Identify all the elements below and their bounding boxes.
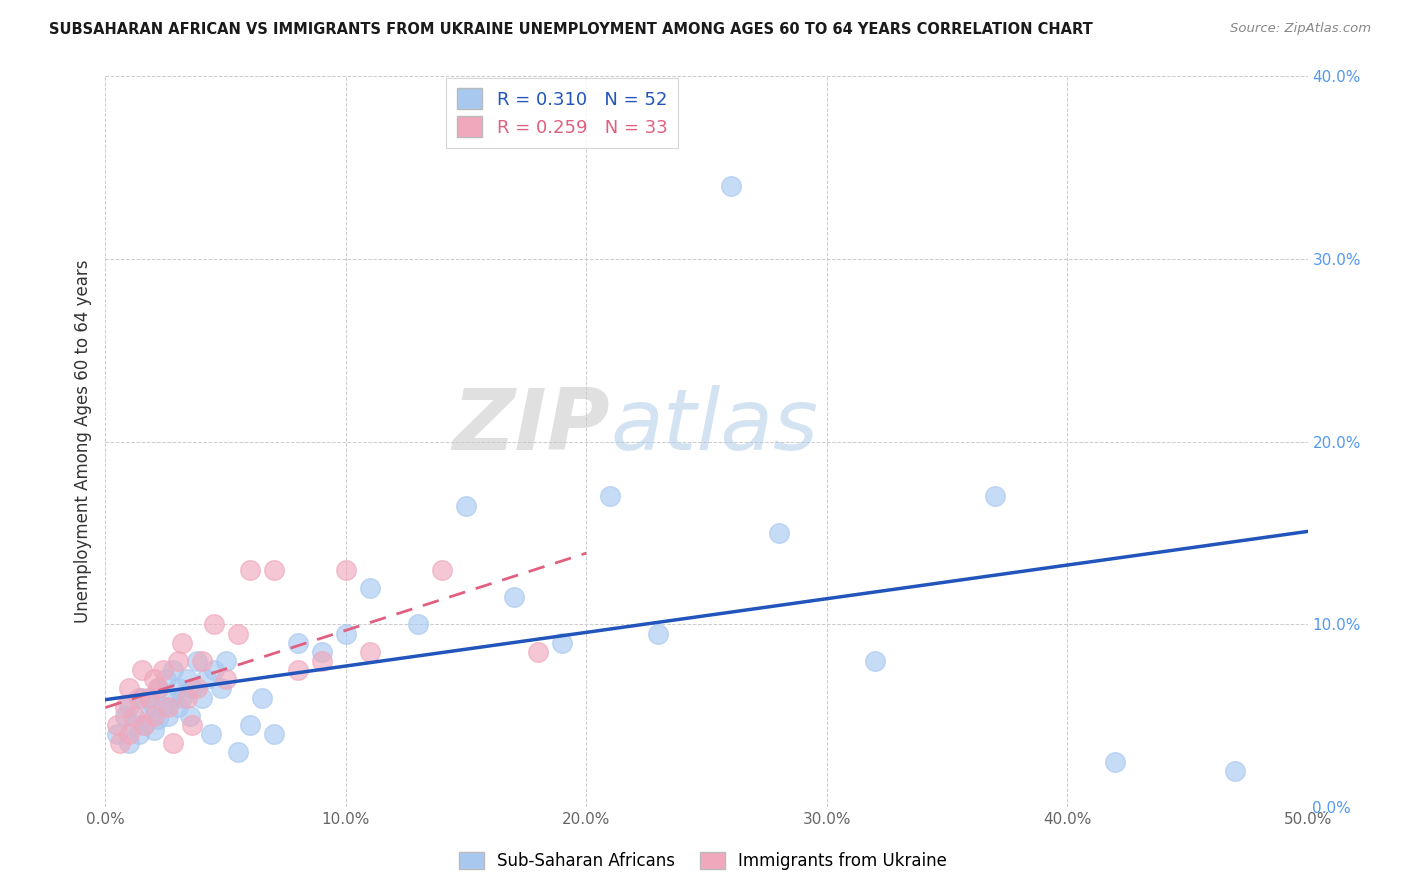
- Point: [311, 645, 333, 659]
- Point: [984, 489, 1007, 503]
- Point: [406, 617, 429, 632]
- Point: [128, 727, 150, 741]
- Point: [162, 736, 184, 750]
- Point: [263, 563, 285, 577]
- Point: [454, 499, 477, 513]
- Point: [107, 727, 129, 741]
- Point: [287, 663, 309, 677]
- Point: [335, 626, 357, 640]
- Point: [166, 654, 188, 668]
- Point: [176, 673, 198, 687]
- Legend: R = 0.310   N = 52, R = 0.259   N = 33: R = 0.310 N = 52, R = 0.259 N = 33: [446, 78, 678, 148]
- Point: [142, 708, 165, 723]
- Point: [152, 699, 174, 714]
- Point: [186, 654, 208, 668]
- Point: [156, 708, 179, 723]
- Point: [335, 563, 357, 577]
- Point: [214, 654, 236, 668]
- Point: [599, 489, 621, 503]
- Point: [226, 626, 249, 640]
- Y-axis label: Unemployment Among Ages 60 to 64 years: Unemployment Among Ages 60 to 64 years: [75, 260, 93, 624]
- Point: [202, 663, 225, 677]
- Point: [128, 690, 150, 705]
- Point: [142, 673, 165, 687]
- Point: [124, 708, 146, 723]
- Point: [359, 645, 381, 659]
- Point: [108, 736, 131, 750]
- Point: [155, 673, 177, 687]
- Point: [647, 626, 669, 640]
- Point: [226, 746, 249, 760]
- Point: [195, 673, 218, 687]
- Point: [768, 526, 790, 541]
- Point: [148, 681, 170, 696]
- Text: SUBSAHARAN AFRICAN VS IMMIGRANTS FROM UKRAINE UNEMPLOYMENT AMONG AGES 60 TO 64 Y: SUBSAHARAN AFRICAN VS IMMIGRANTS FROM UK…: [49, 22, 1092, 37]
- Point: [138, 708, 160, 723]
- Text: atlas: atlas: [610, 385, 818, 468]
- Legend: Sub-Saharan Africans, Immigrants from Ukraine: Sub-Saharan Africans, Immigrants from Uk…: [453, 845, 953, 877]
- Point: [190, 690, 212, 705]
- Point: [181, 681, 204, 696]
- Point: [132, 718, 155, 732]
- Point: [118, 699, 141, 714]
- Point: [107, 718, 129, 732]
- Point: [863, 654, 886, 668]
- Point: [142, 699, 165, 714]
- Text: Source: ZipAtlas.com: Source: ZipAtlas.com: [1230, 22, 1371, 36]
- Point: [720, 178, 742, 193]
- Point: [176, 690, 198, 705]
- Point: [114, 708, 136, 723]
- Point: [138, 690, 160, 705]
- Point: [172, 635, 194, 649]
- Point: [250, 690, 273, 705]
- Point: [311, 654, 333, 668]
- Point: [138, 690, 160, 705]
- Point: [1104, 755, 1126, 769]
- Point: [239, 718, 262, 732]
- Point: [239, 563, 262, 577]
- Point: [359, 581, 381, 595]
- Text: ZIP: ZIP: [453, 385, 610, 468]
- Point: [200, 727, 222, 741]
- Point: [148, 681, 170, 696]
- Point: [162, 663, 184, 677]
- Point: [132, 718, 155, 732]
- Point: [190, 654, 212, 668]
- Point: [124, 718, 146, 732]
- Point: [527, 645, 550, 659]
- Point: [142, 723, 165, 738]
- Point: [114, 699, 136, 714]
- Point: [162, 690, 184, 705]
- Point: [551, 635, 574, 649]
- Point: [148, 713, 170, 727]
- Point: [152, 663, 174, 677]
- Point: [181, 718, 204, 732]
- Point: [214, 673, 236, 687]
- Point: [202, 617, 225, 632]
- Point: [131, 690, 153, 705]
- Point: [166, 699, 188, 714]
- Point: [172, 690, 194, 705]
- Point: [179, 708, 201, 723]
- Point: [118, 736, 141, 750]
- Point: [166, 681, 188, 696]
- Point: [156, 699, 179, 714]
- Point: [503, 590, 526, 604]
- Point: [118, 727, 141, 741]
- Point: [186, 681, 208, 696]
- Point: [118, 681, 141, 696]
- Point: [1225, 764, 1247, 778]
- Point: [131, 663, 153, 677]
- Point: [209, 681, 232, 696]
- Point: [287, 635, 309, 649]
- Point: [263, 727, 285, 741]
- Point: [430, 563, 453, 577]
